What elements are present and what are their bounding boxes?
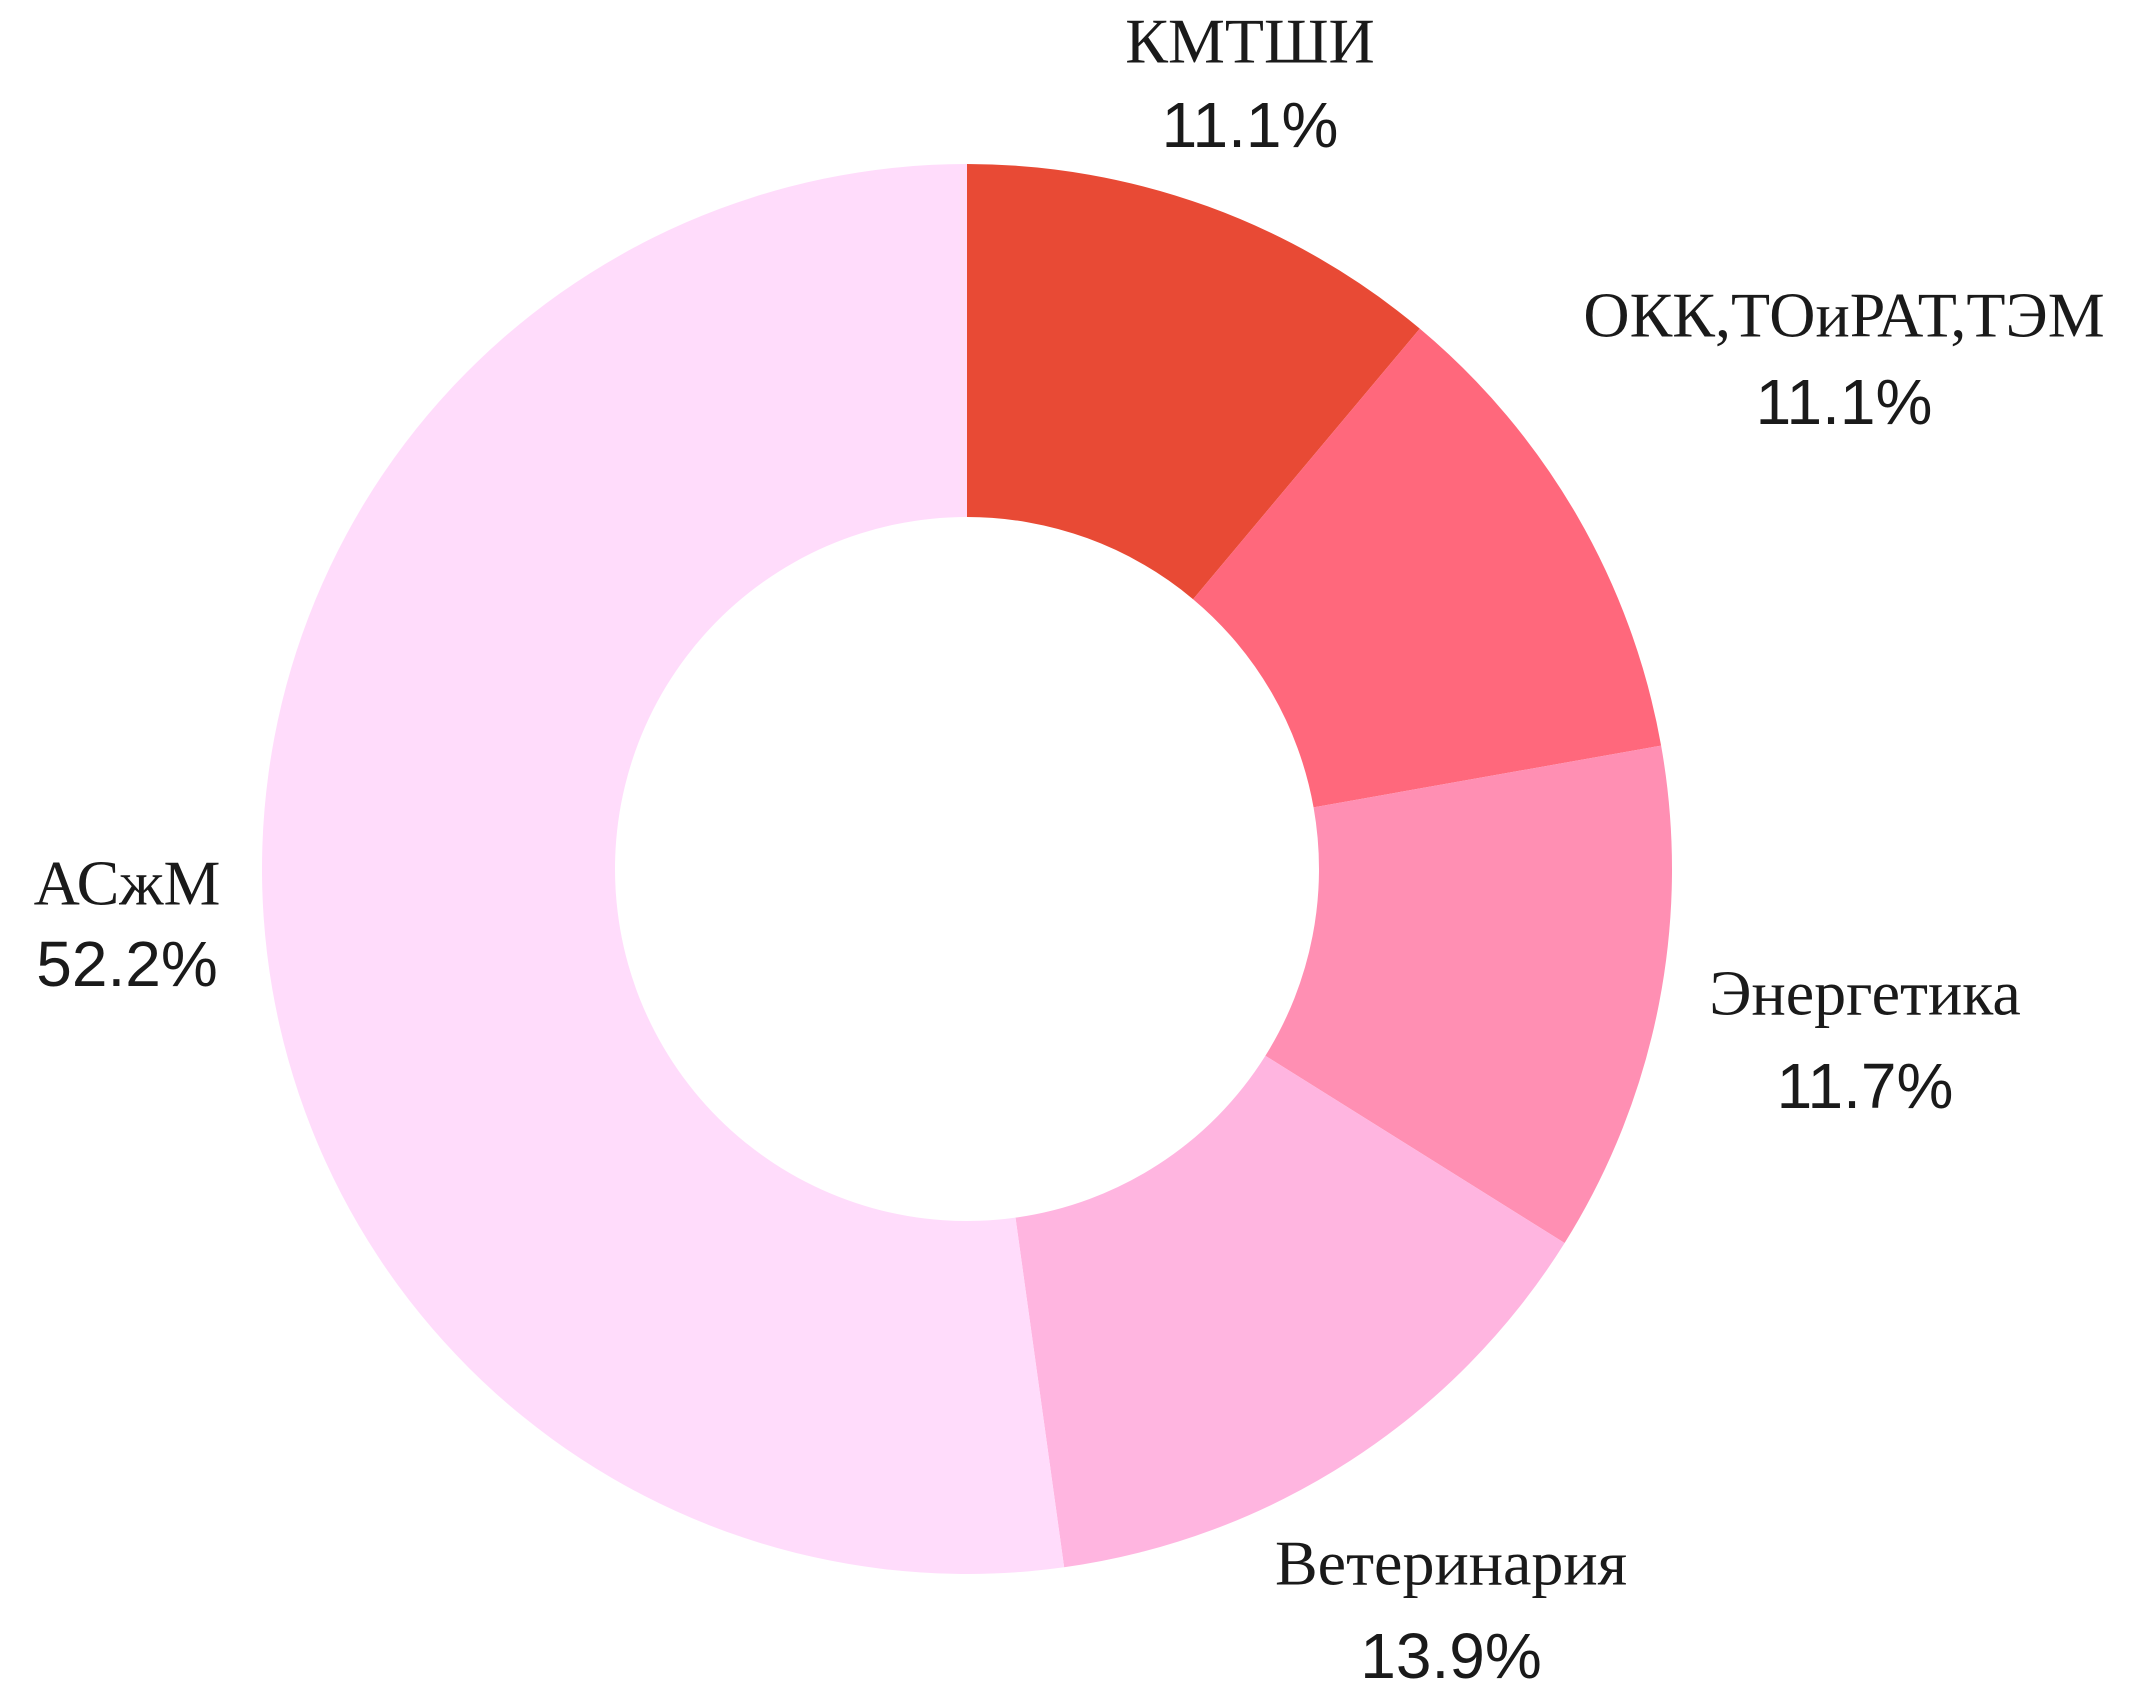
slice-label: КМТШИ (1125, 6, 1374, 77)
donut-slice (261, 163, 1065, 1574)
slice-label: Энергетика (1709, 958, 2020, 1029)
slice-value: 11.1% (1756, 366, 1933, 438)
donut-slice (1193, 328, 1662, 808)
slice-value: 52.2% (36, 928, 217, 1000)
donut-slice (967, 164, 1420, 600)
donut-slice (1265, 745, 1672, 1244)
donut-slice (1015, 1055, 1565, 1568)
slice-value: 11.7% (1777, 1050, 1954, 1122)
slice-value: 11.1% (1162, 89, 1339, 161)
slice-label: ОКК,ТОиРАТ,ТЭМ (1583, 280, 2104, 351)
slice-label: Ветеринария (1275, 1528, 1627, 1599)
slice-value: 13.9% (1360, 1620, 1541, 1691)
slice-label: АСжМ (34, 848, 221, 919)
